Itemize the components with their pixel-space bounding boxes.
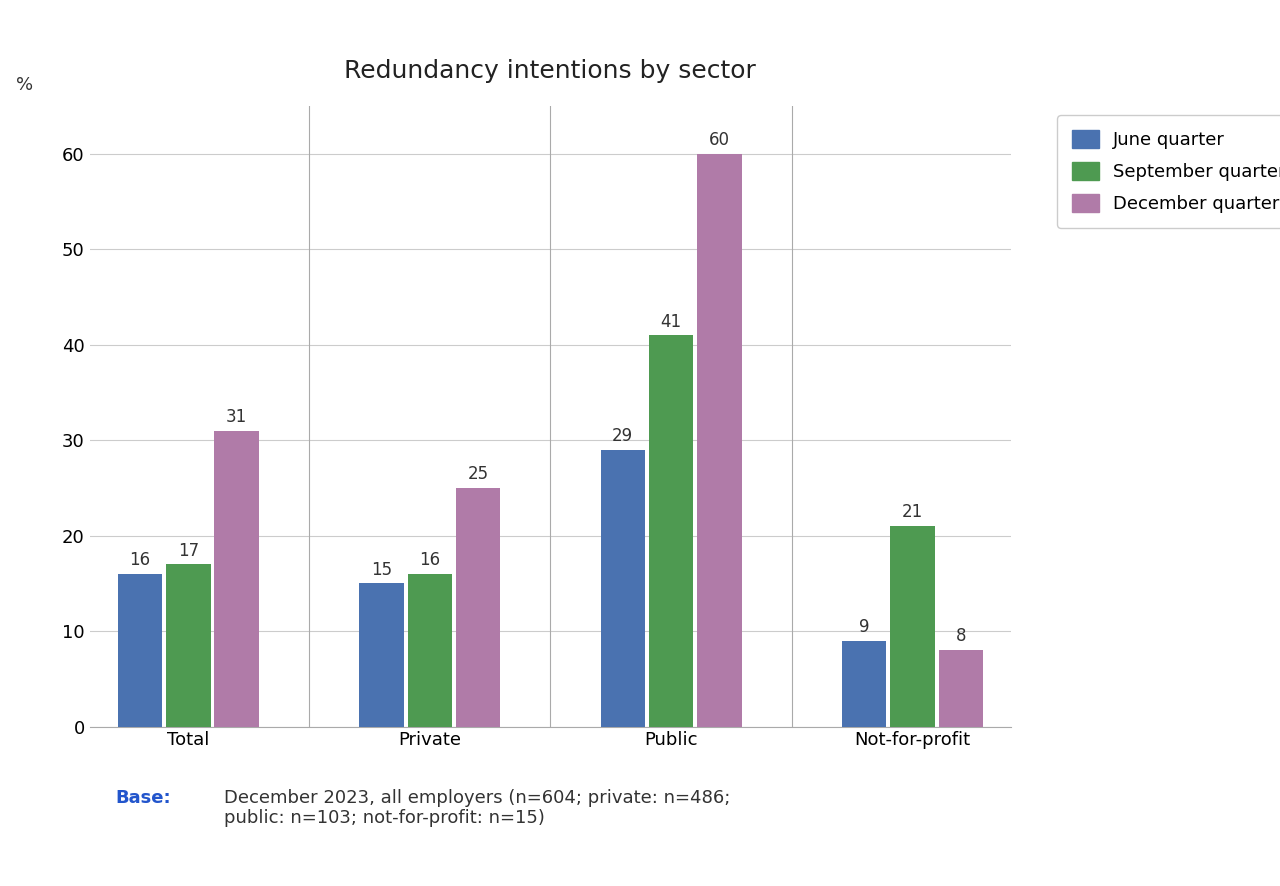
Text: 16: 16 bbox=[419, 551, 440, 569]
Text: 29: 29 bbox=[612, 427, 634, 445]
Text: 31: 31 bbox=[227, 408, 247, 426]
Bar bbox=[215, 431, 259, 727]
Text: 15: 15 bbox=[371, 561, 392, 579]
Text: 25: 25 bbox=[467, 465, 489, 483]
Bar bbox=[600, 450, 645, 727]
Legend: June quarter, September quarter, December quarter: June quarter, September quarter, Decembe… bbox=[1057, 115, 1280, 228]
Text: 60: 60 bbox=[709, 131, 730, 149]
Text: December 2023, all employers (n=604; private: n=486;
public: n=103; not-for-prof: December 2023, all employers (n=604; pri… bbox=[224, 789, 731, 828]
Bar bbox=[360, 583, 403, 727]
Text: 17: 17 bbox=[178, 541, 198, 560]
Text: Redundancy intentions by sector: Redundancy intentions by sector bbox=[344, 58, 756, 83]
Text: 8: 8 bbox=[955, 627, 966, 645]
Bar bbox=[166, 564, 210, 727]
Bar bbox=[938, 650, 983, 727]
Text: Base:: Base: bbox=[115, 789, 170, 806]
Bar bbox=[407, 574, 452, 727]
Bar bbox=[842, 641, 886, 727]
Text: 9: 9 bbox=[859, 618, 869, 636]
Bar bbox=[456, 488, 500, 727]
Bar bbox=[891, 526, 934, 727]
Bar bbox=[649, 335, 694, 727]
Bar bbox=[698, 154, 741, 727]
Text: 16: 16 bbox=[129, 551, 151, 569]
Text: 41: 41 bbox=[660, 313, 682, 330]
Text: 21: 21 bbox=[902, 503, 923, 521]
Bar bbox=[118, 574, 163, 727]
Text: %: % bbox=[15, 76, 33, 94]
